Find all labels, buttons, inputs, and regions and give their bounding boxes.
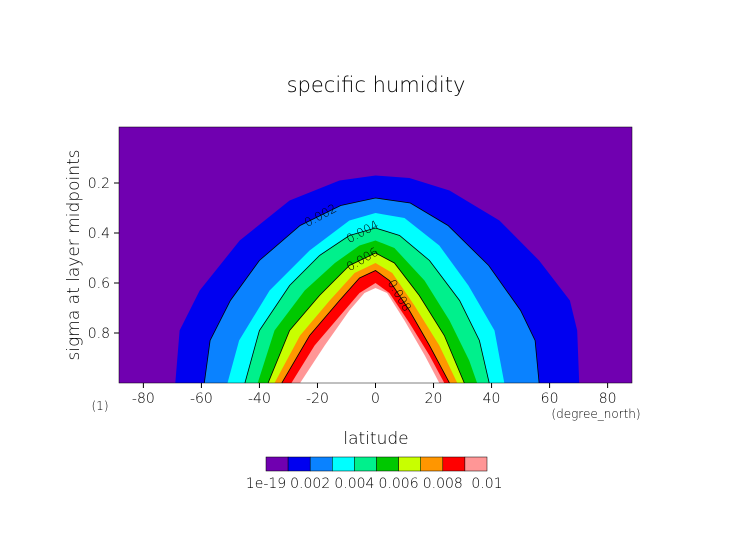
colorbar-label: 0.01 xyxy=(471,476,502,492)
colorbar-box xyxy=(376,456,399,472)
colorbar-label: 0.006 xyxy=(379,476,419,492)
x-tick-label: 40 xyxy=(483,391,501,407)
x-unit: (degree_north) xyxy=(551,407,640,421)
x-tick-label: 20 xyxy=(425,391,443,407)
y-tick-label: 0.8 xyxy=(88,326,110,342)
colorbar-box xyxy=(354,456,377,472)
colorbar-box xyxy=(420,456,444,472)
chart-title: specific humidity xyxy=(287,73,466,97)
contour-fill xyxy=(300,288,440,383)
colorbar-label: 0.002 xyxy=(290,476,330,492)
y-tick-label: 0.2 xyxy=(88,176,110,192)
contour-line xyxy=(267,252,465,384)
colorbar-box xyxy=(464,456,488,472)
x-tick-label: -80 xyxy=(132,391,155,407)
y-tick-label: 0.6 xyxy=(88,276,110,292)
contour-line xyxy=(203,197,540,384)
x-tick-label: 80 xyxy=(599,391,617,407)
x-tick-label: 0 xyxy=(371,391,380,407)
x-tick-label: -60 xyxy=(190,391,213,407)
contour-line xyxy=(281,270,450,384)
colorbar-label: 0.008 xyxy=(423,476,463,492)
colorbar-box xyxy=(287,456,311,472)
x-axis-label: latitude xyxy=(343,429,408,449)
colorbar-label: 0.004 xyxy=(334,476,374,492)
colorbar-box xyxy=(398,456,421,472)
y-tick-label: 0.4 xyxy=(88,226,110,242)
colorbar-label: 1e-19 xyxy=(246,476,286,492)
y-unit: (1) xyxy=(92,399,109,413)
x-tick-label: -40 xyxy=(248,391,271,407)
x-tick-label: 60 xyxy=(541,391,559,407)
x-tick-label: -20 xyxy=(306,391,329,407)
colorbar-box xyxy=(309,456,333,472)
colorbar-box xyxy=(265,456,289,472)
contour-line xyxy=(244,227,490,384)
colorbar-box xyxy=(442,456,466,472)
colorbar-box xyxy=(332,456,355,472)
y-axis-label: sigma at layer midpoints xyxy=(64,150,84,361)
